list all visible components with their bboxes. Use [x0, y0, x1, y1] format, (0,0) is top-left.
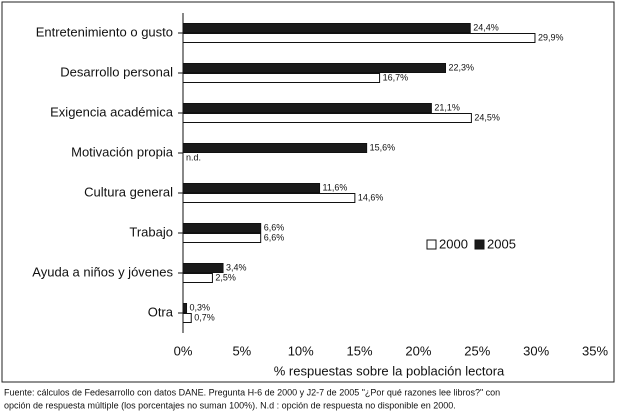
value-label: 0,7% — [194, 312, 215, 322]
value-label: 16,7% — [383, 72, 409, 82]
x-tick-label: 5% — [232, 343, 251, 358]
category-label: Ayuda a niños y jóvenes — [32, 264, 173, 279]
x-tick-label: 20% — [405, 343, 431, 358]
value-label: 14,6% — [358, 192, 384, 202]
footnote: Fuente: cálculos de Fedesarrollo con dat… — [4, 387, 500, 397]
value-label: 24,5% — [474, 112, 500, 122]
category-label: Motivación propia — [71, 144, 174, 159]
x-tick-label: 15% — [347, 343, 373, 358]
value-label: 2,5% — [215, 272, 236, 282]
x-tick-label: 0% — [174, 343, 193, 358]
x-tick-label: 10% — [288, 343, 314, 358]
value-label: 11,6% — [323, 182, 348, 192]
frame — [1, 1, 615, 383]
category-label: Trabajo — [129, 224, 173, 239]
legend-swatch — [474, 239, 485, 250]
value-label: 21,1% — [434, 102, 460, 112]
bar — [182, 273, 213, 283]
bar — [182, 113, 472, 123]
x-tick-label: 25% — [464, 343, 490, 358]
category-label: Desarrollo personal — [60, 64, 173, 79]
value-label: 6,6% — [264, 222, 285, 232]
legend-swatch — [426, 239, 437, 250]
value-label: 22,3% — [449, 62, 475, 72]
value-label: 24,4% — [473, 22, 499, 32]
bar — [182, 193, 356, 203]
bar — [182, 63, 447, 73]
bar — [182, 263, 224, 273]
category-label: Entretenimiento o gusto — [36, 24, 173, 39]
legend-label: 2000 — [439, 236, 468, 251]
value-label: n.d. — [186, 152, 201, 162]
category-label: Cultura general — [84, 184, 173, 199]
bar — [182, 103, 432, 113]
value-label: 29,9% — [538, 32, 564, 42]
bar — [182, 33, 536, 43]
value-label: 15,6% — [370, 142, 396, 152]
bar — [182, 143, 368, 153]
footnote: opción de respuesta múltiple (los porcen… — [4, 400, 456, 410]
value-label: 6,6% — [264, 232, 285, 242]
bar — [182, 233, 262, 243]
value-label: 0,3% — [190, 302, 211, 312]
x-axis-label: % respuestas sobre la población lectora — [274, 363, 505, 378]
bar — [182, 303, 188, 313]
bar — [182, 73, 381, 83]
category-label: Otra — [148, 304, 174, 319]
legend-label: 2005 — [487, 236, 516, 251]
bar — [182, 183, 321, 193]
x-tick-label: 30% — [523, 343, 549, 358]
value-label: 3,4% — [226, 262, 247, 272]
bar — [182, 223, 262, 233]
x-tick-label: 35% — [582, 343, 608, 358]
category-label: Exigencia académica — [50, 104, 174, 119]
bar — [182, 313, 192, 323]
bar — [182, 23, 471, 33]
